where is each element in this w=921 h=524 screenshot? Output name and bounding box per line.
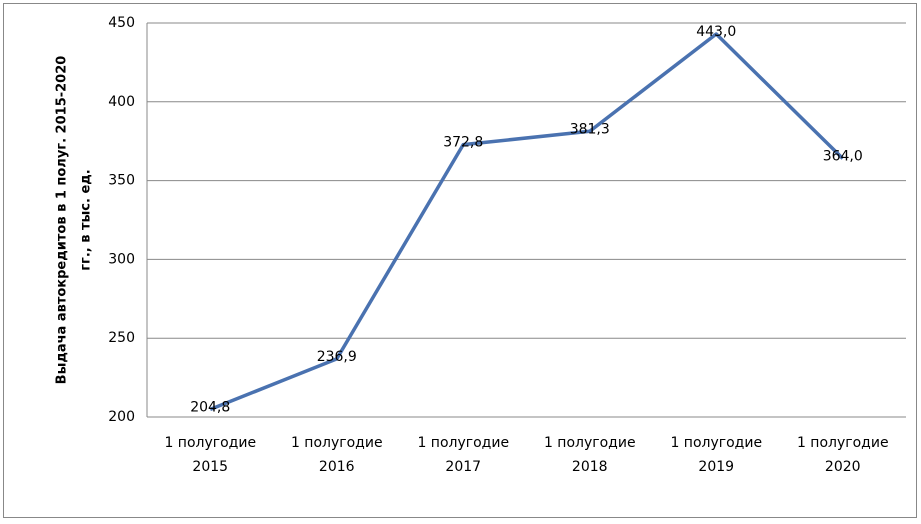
data-label: 236,9	[317, 349, 357, 365]
y-tick-label: 300	[108, 251, 135, 267]
y-tick-label: 200	[108, 409, 135, 425]
y-tick-label: 450	[108, 15, 135, 31]
data-label: 372,8	[443, 135, 483, 151]
y-tick-label: 350	[108, 173, 135, 189]
data-label: 364,0	[823, 149, 863, 165]
x-tick-label: 2017	[445, 459, 481, 475]
x-tick-label: 2015	[192, 459, 228, 475]
x-tick-label: 2020	[825, 459, 861, 475]
y-axis-label: гг., в тыс. ед.	[79, 169, 94, 270]
x-tick-label: 2019	[698, 459, 734, 475]
x-tick-label: 1 полугодие	[797, 435, 889, 451]
data-label: 204,8	[190, 399, 230, 415]
x-tick-label: 1 полугодие	[544, 435, 636, 451]
y-tick-label: 250	[108, 330, 135, 346]
x-tick-label: 2018	[572, 459, 608, 475]
x-tick-label: 1 полугодие	[417, 435, 509, 451]
data-label: 381,3	[570, 121, 610, 137]
x-tick-label: 1 полугодие	[164, 435, 256, 451]
chart-frame	[3, 3, 917, 518]
y-tick-label: 400	[108, 94, 135, 110]
y-axis-label: Выдача автокредитов в 1 полуг. 2015-2020	[55, 56, 70, 385]
x-tick-label: 1 полугодие	[670, 435, 762, 451]
x-tick-label: 2016	[319, 459, 355, 475]
data-label: 443,0	[696, 24, 736, 40]
line	[209, 32, 844, 412]
x-tick-label: 1 полугодие	[291, 435, 383, 451]
